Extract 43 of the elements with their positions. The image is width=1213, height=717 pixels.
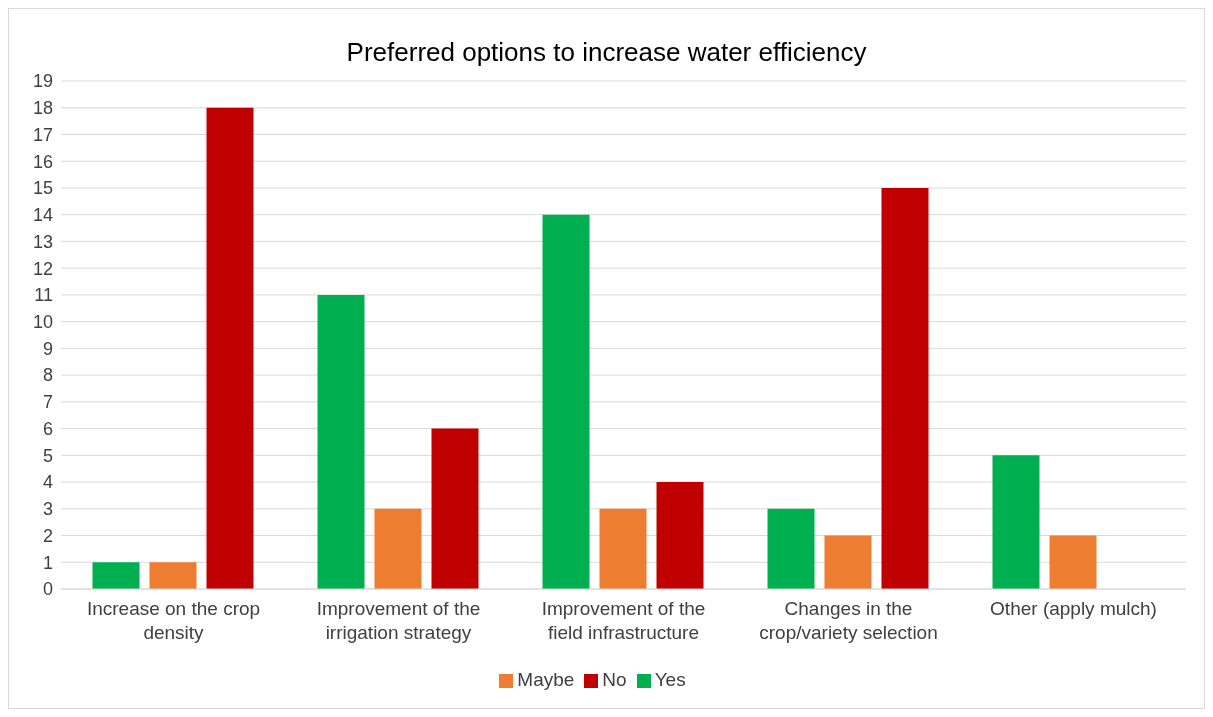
- x-tick-label: Changes in the crop/variety selection: [759, 598, 938, 643]
- bar: [206, 107, 254, 589]
- y-tick-label: 11: [34, 285, 53, 306]
- x-tick-label: Increase on the crop density: [86, 598, 261, 643]
- bar: [542, 214, 590, 589]
- y-tick-label: 10: [32, 312, 53, 333]
- y-tick-label: 5: [42, 445, 53, 466]
- y-tick-label: 19: [32, 71, 53, 92]
- bar: [1049, 535, 1097, 589]
- y-tick-label: 3: [42, 499, 53, 520]
- y-tick-label: 1: [42, 552, 53, 573]
- y-tick-label: 15: [32, 178, 53, 199]
- x-tick-label: Improvement of the field infrastructure: [541, 598, 706, 643]
- y-tick-label: 13: [32, 231, 53, 252]
- chart-title: Preferred options to increase water efficiency: [345, 36, 868, 67]
- y-tick-label: 0: [42, 579, 53, 600]
- y-tick-label: 14: [32, 205, 53, 226]
- bar: [431, 428, 479, 589]
- bar: [599, 508, 647, 589]
- x-tick-label: Improvement of the irrigation strategy: [316, 598, 481, 643]
- y-tick-label: 18: [32, 98, 53, 119]
- bar: [317, 294, 365, 589]
- bar: [149, 562, 197, 589]
- y-tick-label: 17: [32, 124, 53, 145]
- x-tick-label: Other (apply mulch): [990, 598, 1157, 619]
- bar: [374, 508, 422, 589]
- y-tick-label: 12: [32, 258, 53, 279]
- bar: [92, 562, 140, 589]
- y-tick-label: 9: [42, 338, 53, 359]
- y-tick-label: 2: [42, 525, 53, 546]
- bar: [824, 535, 872, 589]
- y-tick-label: 4: [42, 472, 53, 493]
- y-tick-label: 6: [42, 418, 53, 439]
- legend-label: Maybe: [517, 669, 575, 690]
- legend-label: No: [602, 669, 627, 690]
- y-tick-label: 7: [42, 392, 53, 413]
- bar: [656, 482, 704, 589]
- bar: [881, 187, 929, 589]
- y-tick-label: 8: [42, 365, 53, 386]
- y-tick-label: 16: [32, 151, 53, 172]
- legend-label: Yes: [654, 669, 686, 690]
- bar: [992, 455, 1040, 589]
- bar: [767, 508, 815, 589]
